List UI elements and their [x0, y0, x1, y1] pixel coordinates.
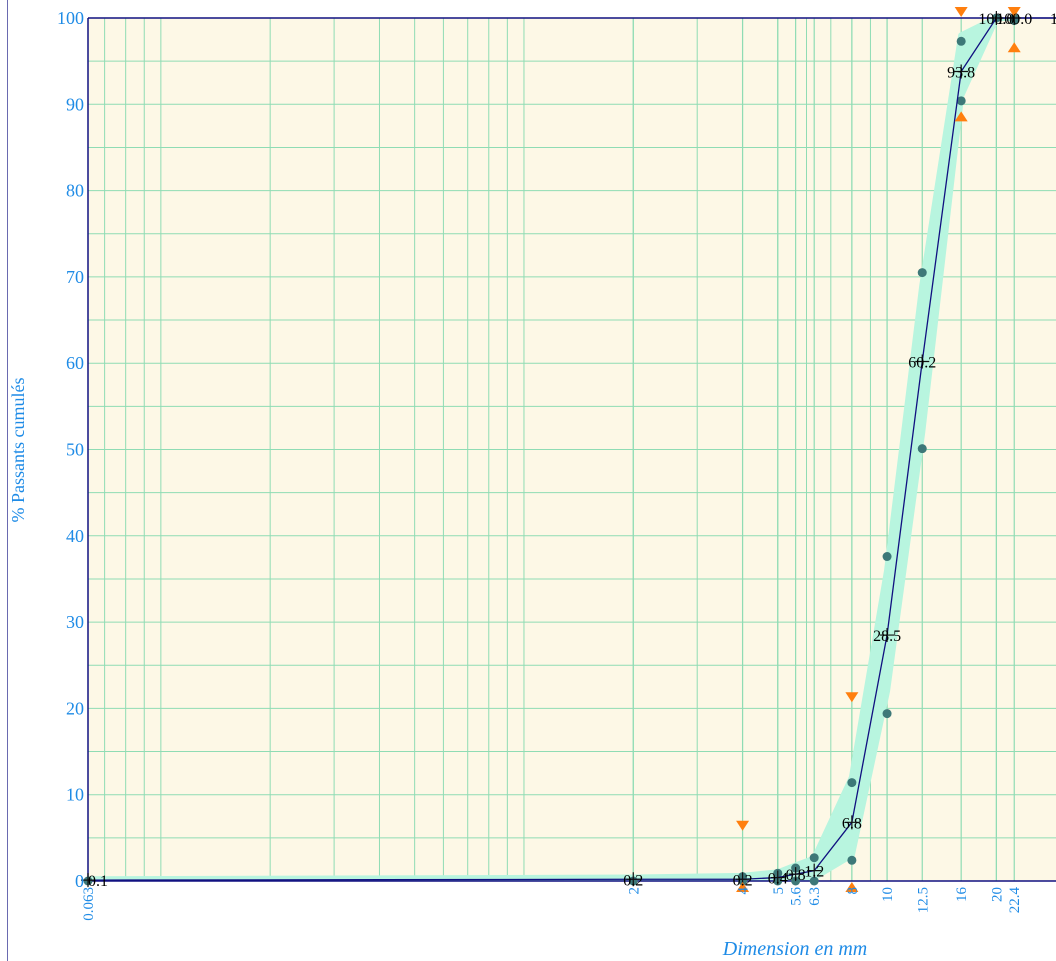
window-left-border	[7, 0, 8, 961]
sample-point	[847, 855, 857, 865]
x-tick-label: 20	[989, 887, 1005, 902]
data-point	[954, 64, 969, 79]
y-tick-label: 50	[66, 440, 84, 460]
x-tick-label: 4	[736, 887, 752, 895]
data-point	[844, 815, 859, 830]
x-tick-label: 22.4	[1007, 887, 1023, 914]
y-axis-label: % Passants cumulés	[8, 378, 28, 523]
limit-marker-down	[736, 820, 750, 831]
y-tick-label: 100	[57, 8, 84, 28]
y-tick-label: 10	[66, 785, 84, 805]
data-point	[788, 867, 803, 882]
data-label: 0.4	[768, 871, 788, 888]
limit-marker-up	[1007, 42, 1021, 53]
data-label: 100.0	[1050, 11, 1056, 28]
data-label: 60.2	[908, 354, 936, 371]
data-label: 0.2	[623, 872, 643, 889]
y-tick-label: 40	[66, 526, 84, 546]
sample-point	[917, 268, 927, 278]
x-axis-label: Dimension en mm	[722, 938, 867, 960]
data-label: 100.0	[978, 11, 1014, 28]
axes	[87, 17, 1056, 882]
y-tick-label: 0	[75, 871, 84, 891]
limit-marker-up	[954, 111, 968, 122]
data-label: 93.8	[947, 65, 975, 82]
x-tick-label: 10	[880, 887, 896, 902]
data-point	[807, 863, 822, 878]
sample-point	[917, 444, 927, 454]
x-tick-label: 5.6	[789, 887, 805, 906]
data-point	[770, 870, 785, 885]
x-tick-label: 8	[845, 887, 861, 895]
x-tick-label: 12.5	[915, 887, 931, 913]
x-tick-label: 6.3	[807, 887, 823, 906]
data-point	[626, 872, 641, 887]
sample-point	[847, 778, 857, 788]
sample-point	[956, 36, 966, 46]
x-tick-label: 16	[954, 887, 970, 903]
y-tick-label: 30	[66, 612, 84, 632]
sample-point	[956, 96, 966, 106]
tick-labels: 0 10 20 30 40 50 60 70 80 90 100 0.063 2 4 5 5.6 6.3 8 10 1…	[57, 8, 1023, 921]
data-label: 0.8	[786, 867, 806, 884]
data-label: 0.1	[88, 873, 108, 890]
data-point	[915, 354, 930, 369]
data-point	[989, 11, 1004, 25]
limit-markers	[736, 7, 1021, 892]
y-tick-label: 80	[66, 181, 84, 201]
limit-marker-down	[954, 7, 968, 17]
limit-marker-down	[845, 692, 859, 703]
sample-point	[882, 552, 892, 562]
sample-point	[809, 853, 819, 863]
data-point	[880, 628, 895, 643]
x-tick-label: 5	[771, 887, 787, 895]
limit-marker-up	[845, 882, 859, 892]
data-label: 1.2	[804, 864, 824, 881]
y-tick-label: 20	[66, 698, 84, 718]
x-tick-label: 2	[626, 887, 642, 895]
y-tick-label: 70	[66, 267, 84, 287]
grading-curve	[81, 11, 1056, 888]
data-point	[81, 873, 95, 888]
data-label: 28.5	[873, 628, 901, 645]
data-label: 6.8	[842, 815, 862, 832]
y-tick-label: 90	[66, 94, 84, 114]
data-label: 0.2	[733, 872, 753, 889]
sample-point	[882, 709, 892, 719]
limit-marker-down	[1007, 7, 1021, 17]
sample-point	[809, 876, 819, 886]
y-tick-label: 60	[66, 353, 84, 373]
data-labels: 0.1 0.2 0.2 0.40.81.26.828.560.293.8100.010…	[88, 11, 1056, 890]
x-tick-label: 0.063	[81, 887, 97, 921]
grid-lines	[88, 18, 1056, 881]
limit-marker-up	[736, 882, 750, 892]
data-label: 100.0	[996, 11, 1032, 28]
